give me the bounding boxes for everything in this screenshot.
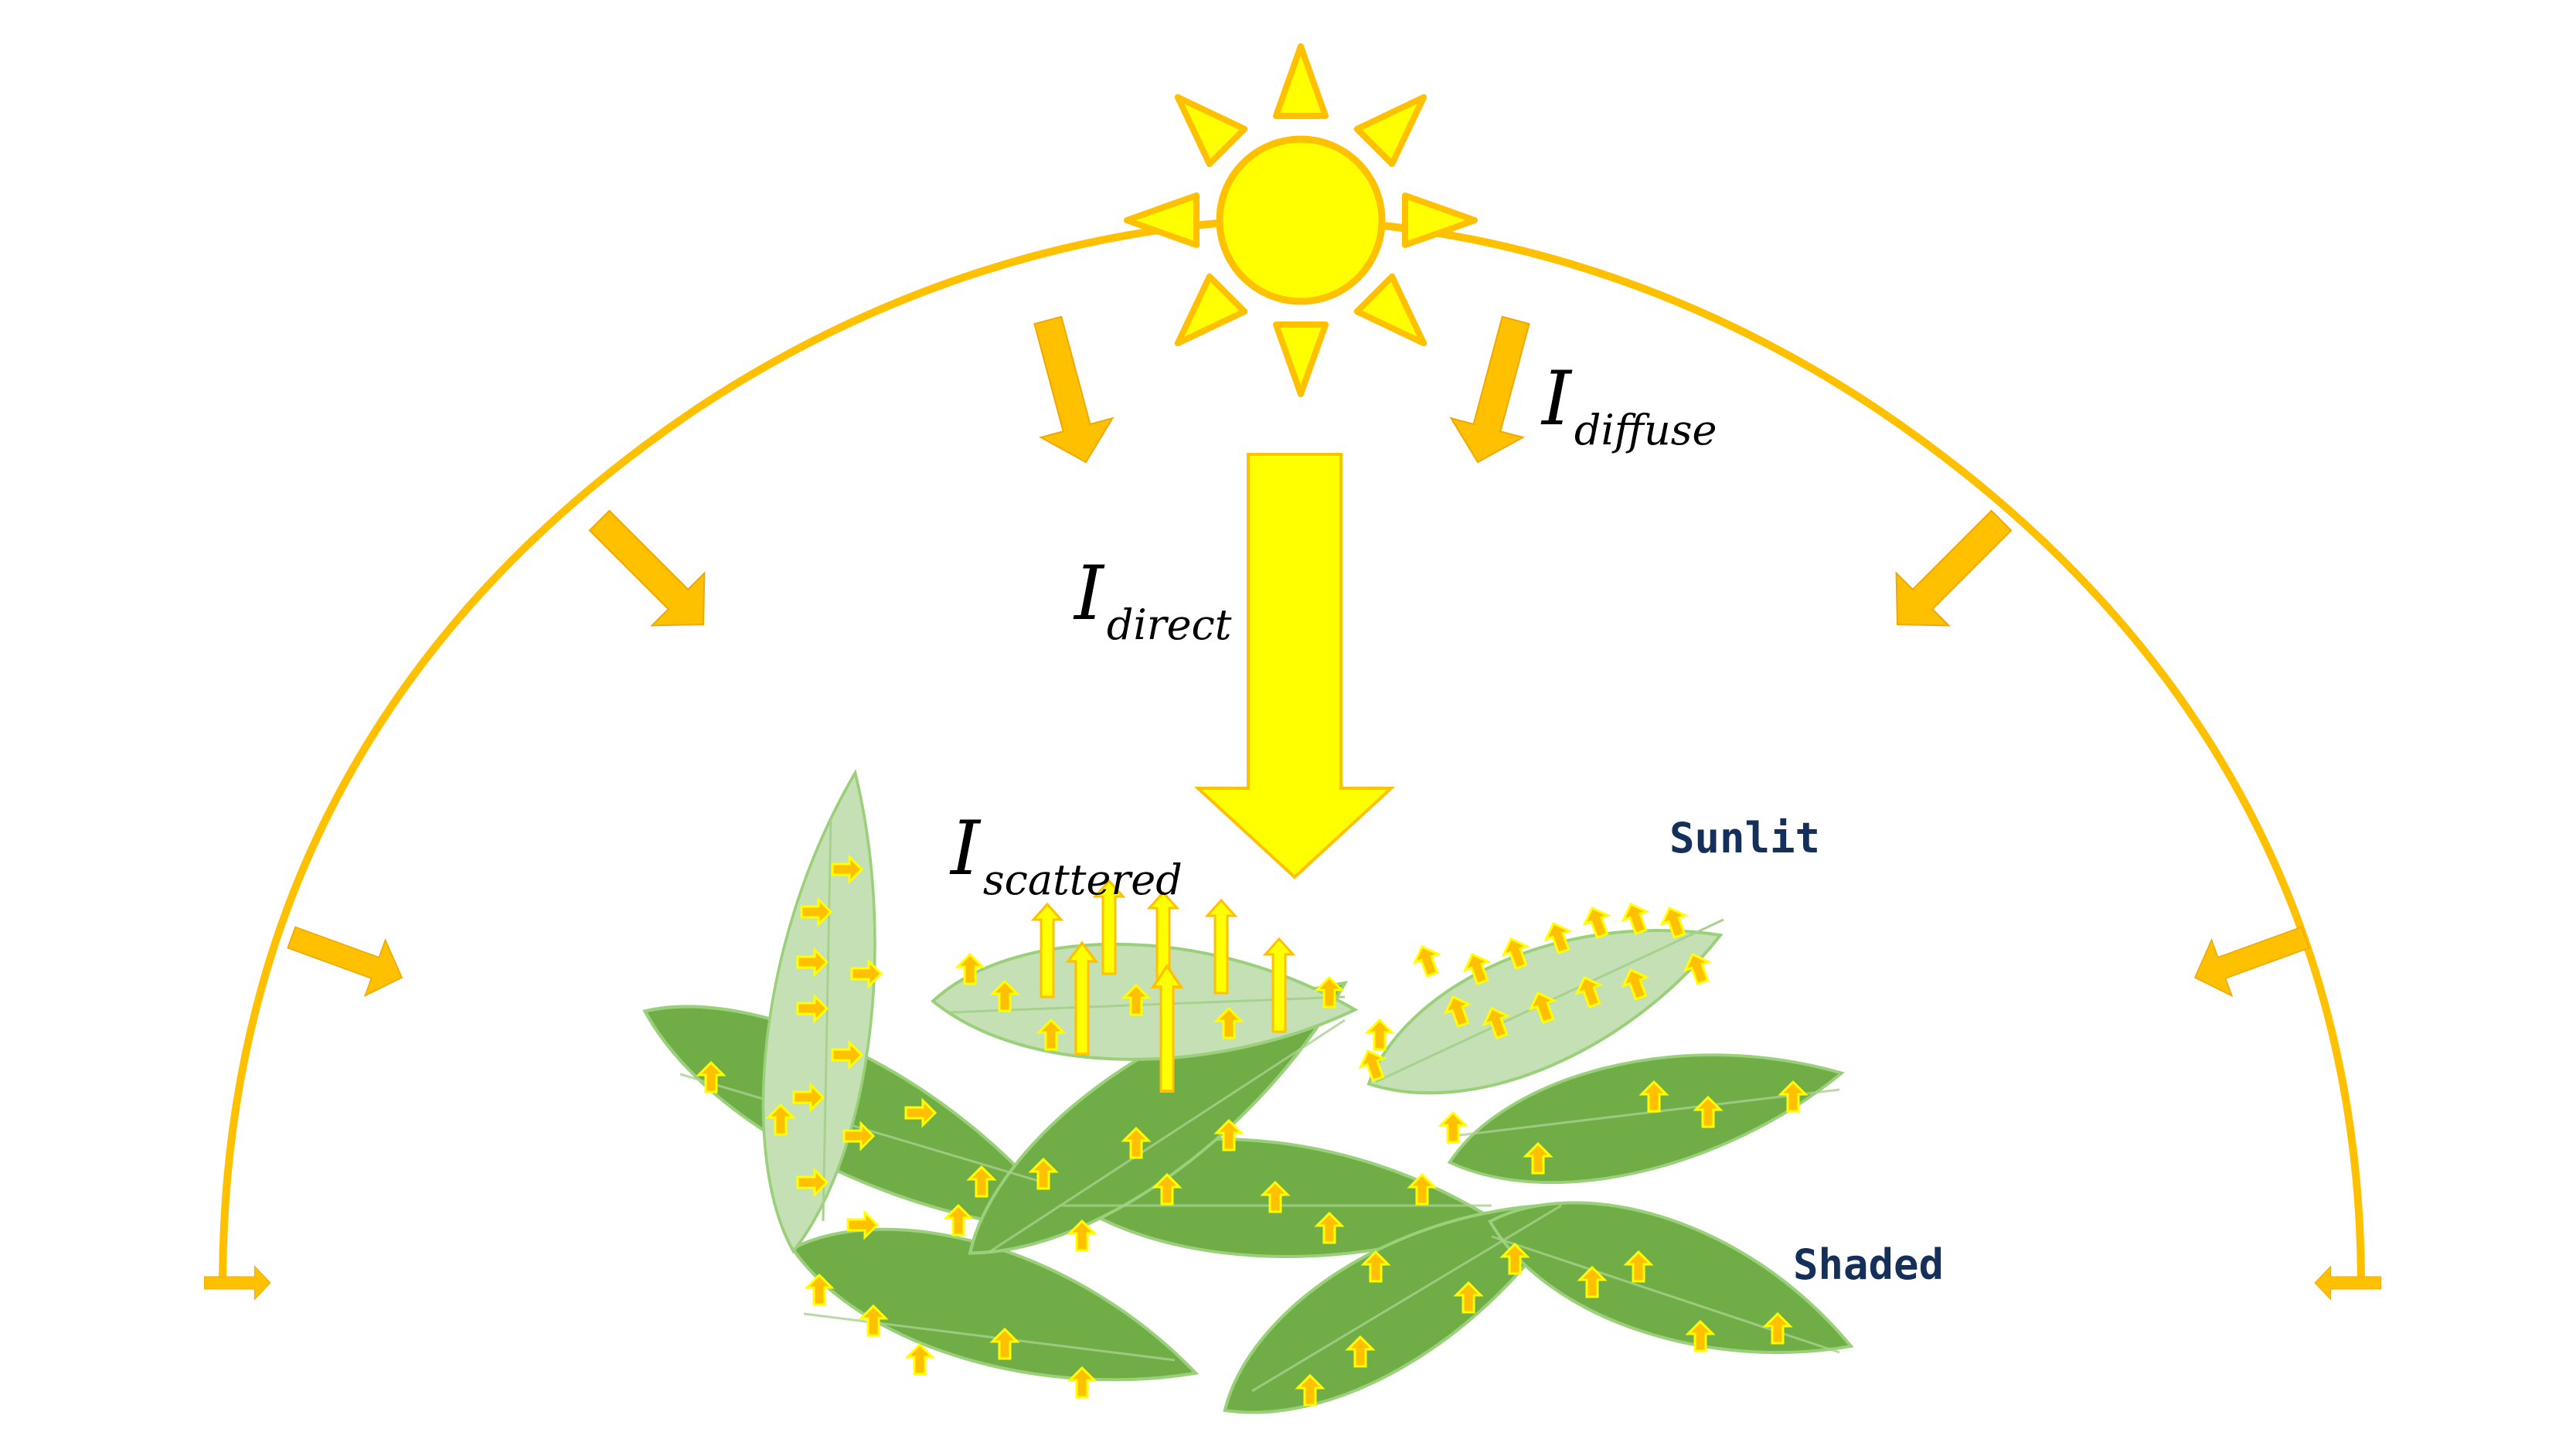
diffuse-arrow-icon (2314, 1265, 2381, 1301)
diffuse-label-sub: diffuse (1574, 406, 1717, 454)
diffuse-arrow-icon (281, 909, 413, 1006)
sun-icon (1124, 43, 1478, 397)
diffuse-arrow-icon (1441, 310, 1553, 473)
scattered-label-sub: scattered (982, 855, 1183, 904)
scatter-arrow-icon (1409, 941, 1445, 980)
diffuse-arrow-icon (572, 493, 730, 651)
scattered-label: Iscattered (951, 811, 1183, 901)
leaf-veins (679, 1019, 1840, 1393)
direct-arrow-icon (1193, 453, 1396, 879)
diffuse-arrow-icon (1011, 310, 1123, 473)
direct-label-sub: direct (1106, 600, 1232, 649)
diffuse-label-main: I (1542, 355, 1571, 442)
diffuse-arrow-icon (1870, 493, 2029, 651)
scatter-arrow-icon (1439, 1111, 1467, 1144)
sunlit-label: Sunlit (1669, 814, 1821, 862)
direct-label-main: I (1074, 550, 1104, 637)
direct-label: Idirect (1074, 556, 1231, 646)
diffuse-label: Idiffuse (1542, 362, 1717, 451)
scattered-label-main: I (951, 805, 980, 892)
scatter-arrow-icon (906, 1343, 934, 1376)
shaded-label: Shaded (1793, 1240, 1945, 1289)
diffuse-arrow-icon (204, 1265, 271, 1301)
